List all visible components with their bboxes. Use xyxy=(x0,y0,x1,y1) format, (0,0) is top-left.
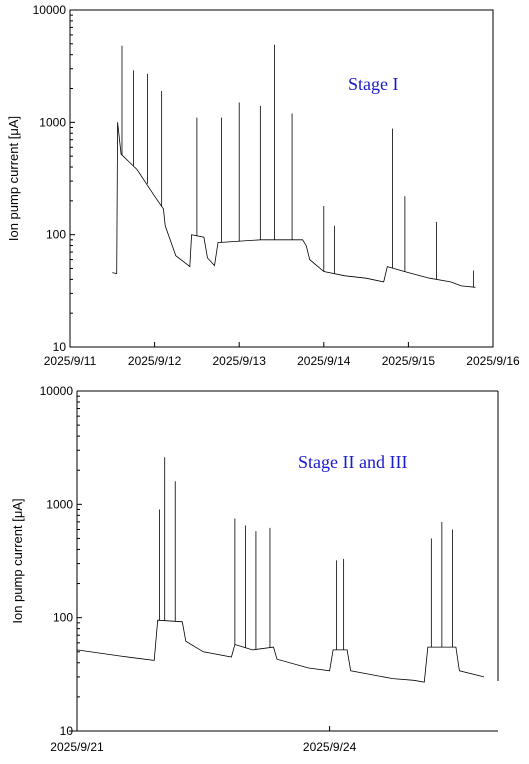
y-tick-label: 1000 xyxy=(39,115,66,129)
x-tick-label: 2025/9/24 xyxy=(303,740,357,754)
y-tick-label: 100 xyxy=(53,611,73,625)
stage-annotation: Stage II and III xyxy=(298,452,407,472)
stage-annotation: Stage I xyxy=(348,74,398,94)
x-tick-label: 2025/9/12 xyxy=(128,354,182,368)
plot-frame xyxy=(69,9,494,348)
x-tick-label: 2025/9/15 xyxy=(382,354,436,368)
chart-panel-stage-2-3: 10 100 1000 10000 2025/9/21 2025/9/24 Ion pump… xyxy=(10,384,499,754)
y-tick-label: 10000 xyxy=(40,384,74,398)
y-tick-label: 10 xyxy=(60,724,74,738)
y-tick-label: 100 xyxy=(46,228,66,242)
y-tick-label: 1000 xyxy=(46,497,73,511)
x-tick-label: 2025/9/14 xyxy=(297,354,351,368)
y-tick-label: 10000 xyxy=(33,3,67,17)
series-baseline xyxy=(76,619,485,683)
x-tick-label: 2025/9/16 xyxy=(466,354,520,368)
x-tick-label: 2025/9/21 xyxy=(50,740,104,754)
chart-panel-stage-1: 10 100 1000 10000 2025/9/11 2025/9/12 2025/9/1… xyxy=(6,3,520,368)
series-baseline xyxy=(112,122,476,288)
y-tick-label: 10 xyxy=(53,340,67,354)
x-tick-label: 2025/9/11 xyxy=(44,354,97,368)
y-axis-label: Ion pump current [μA] xyxy=(6,116,21,241)
y-axis-label: Ion pump current [μA] xyxy=(10,498,25,623)
x-tick-label: 2025/9/13 xyxy=(213,354,267,368)
